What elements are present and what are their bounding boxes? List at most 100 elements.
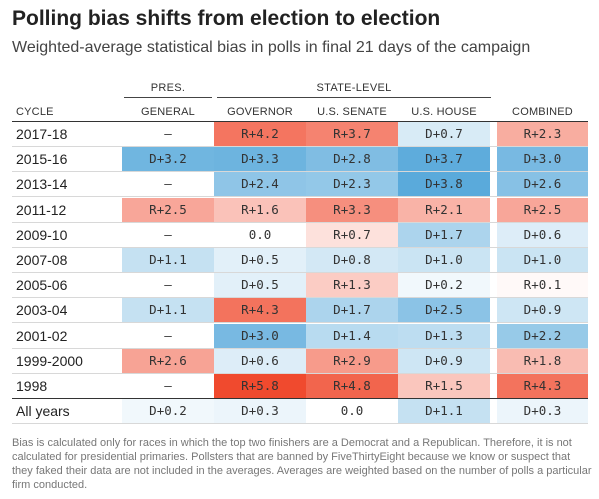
row-divider — [12, 423, 588, 425]
cell-senate: D+2.3 — [306, 172, 398, 197]
cell-general: — — [164, 126, 172, 141]
cell-combined: D+1.0 — [497, 248, 588, 272]
cell-general: — — [164, 176, 172, 192]
cell-house: D+0.7 — [398, 122, 490, 146]
cell-senate: R+1.3 — [306, 273, 398, 298]
row-divider — [12, 347, 588, 349]
cell-combined: R+0.1 — [497, 273, 588, 298]
cell-combined: D+2.2 — [497, 323, 588, 348]
cell-governor: R+4.2 — [214, 122, 306, 146]
cell-governor: D+3.0 — [214, 323, 306, 348]
cell-house: D+1.1 — [398, 399, 490, 424]
row-label-cycle: 2009-10 — [16, 226, 68, 243]
cell-senate: R+2.9 — [306, 348, 398, 373]
cell-governor: D+0.5 — [214, 273, 306, 298]
chart-title: Polling bias shifts from election to ele… — [12, 7, 441, 30]
cell-general: — — [164, 277, 172, 293]
cell-combined: D+3.0 — [497, 147, 588, 172]
row-divider — [12, 171, 588, 173]
cell-combined: R+1.8 — [497, 348, 588, 373]
cell-senate: D+1.7 — [306, 298, 398, 323]
column-header-senate: U.S. SENATE — [317, 106, 387, 118]
cell-governor: D+0.3 — [214, 399, 306, 424]
cell-governor: D+0.5 — [214, 248, 306, 272]
row-label-cycle: 2007-08 — [16, 252, 68, 268]
group-rule-state — [217, 97, 491, 98]
row-label-cycle: 2003-04 — [16, 302, 68, 319]
cell-general: R+2.6 — [122, 348, 214, 373]
cell-general: D+1.1 — [122, 298, 214, 323]
cell-combined: D+0.3 — [497, 399, 588, 424]
cell-general: — — [164, 226, 172, 242]
row-label-cycle: 2015-16 — [16, 151, 68, 168]
cell-governor: D+0.6 — [214, 348, 306, 373]
cell-combined: D+0.6 — [497, 222, 588, 247]
row-label-cycle: 2001-02 — [16, 327, 68, 344]
cell-house: D+1.0 — [398, 248, 490, 272]
cell-general: — — [164, 327, 172, 343]
row-divider — [12, 196, 588, 198]
header-rule — [12, 121, 588, 122]
cell-house: D+1.3 — [398, 323, 490, 348]
cell-combined: R+4.3 — [497, 374, 588, 398]
cell-senate: R+4.8 — [306, 374, 398, 398]
cell-governor: D+3.3 — [214, 147, 306, 172]
column-header-combined: COMBINED — [512, 106, 573, 118]
cell-general: D+3.2 — [122, 147, 214, 172]
row-divider — [12, 272, 588, 273]
cell-governor: 0.0 — [248, 226, 272, 242]
group-label-state: STATE-LEVEL — [316, 82, 392, 94]
cell-senate: R+3.7 — [306, 122, 398, 146]
column-header-governor: GOVERNOR — [227, 106, 293, 118]
cell-governor: R+4.3 — [214, 298, 306, 323]
cell-general: — — [164, 378, 172, 393]
cell-house: R+1.5 — [398, 374, 490, 398]
row-label-cycle: 1998 — [16, 378, 48, 394]
row-divider — [12, 221, 588, 223]
cell-combined: D+0.9 — [497, 298, 588, 323]
cell-house: D+3.8 — [398, 172, 490, 197]
cell-senate: R+3.3 — [306, 197, 398, 222]
row-divider — [12, 146, 588, 147]
row-label-cycle: 2011-12 — [16, 201, 67, 218]
cell-senate: D+2.8 — [306, 147, 398, 172]
cell-senate: D+1.4 — [306, 323, 398, 348]
row-label-cycle: 2013-14 — [16, 176, 68, 193]
cell-senate: 0.0 — [340, 403, 364, 419]
chart-subtitle: Weighted-average statistical bias in pol… — [12, 39, 531, 56]
cell-house: D+3.7 — [398, 147, 490, 172]
cell-general: D+1.1 — [122, 248, 214, 272]
cell-house: D+0.9 — [398, 348, 490, 373]
cell-governor: R+5.8 — [214, 374, 306, 398]
cell-senate: R+0.7 — [306, 222, 398, 247]
cell-general: D+0.2 — [122, 399, 214, 424]
cell-combined: D+2.6 — [497, 172, 588, 197]
row-label-all-years: All years — [16, 403, 70, 420]
cell-house: R+2.1 — [398, 197, 490, 222]
cell-house: D+1.7 — [398, 222, 490, 247]
cell-governor: R+1.6 — [214, 197, 306, 222]
cell-general: R+2.5 — [122, 197, 214, 222]
column-header-general: GENERAL — [141, 106, 195, 118]
group-label-pres: PRES. — [150, 82, 186, 94]
column-header-cycle: CYCLE — [16, 106, 54, 118]
row-divider — [12, 322, 588, 324]
row-divider — [12, 398, 588, 399]
row-label-cycle: 2005-06 — [16, 277, 68, 294]
footnote: Bias is calculated only for races in whi… — [12, 437, 592, 491]
column-header-house: U.S. HOUSE — [411, 106, 477, 118]
cell-senate: D+0.8 — [306, 248, 398, 272]
cell-house: D+0.2 — [398, 273, 490, 298]
cell-combined: R+2.5 — [497, 197, 588, 222]
row-divider — [12, 372, 588, 374]
row-divider — [12, 297, 588, 299]
cell-governor: D+2.4 — [214, 172, 306, 197]
cell-house: D+2.5 — [398, 298, 490, 323]
cell-combined: R+2.3 — [497, 122, 588, 146]
row-divider — [12, 246, 588, 248]
row-label-cycle: 1999-2000 — [16, 352, 83, 369]
row-label-cycle: 2017-18 — [16, 126, 68, 142]
group-rule-pres — [124, 97, 212, 98]
